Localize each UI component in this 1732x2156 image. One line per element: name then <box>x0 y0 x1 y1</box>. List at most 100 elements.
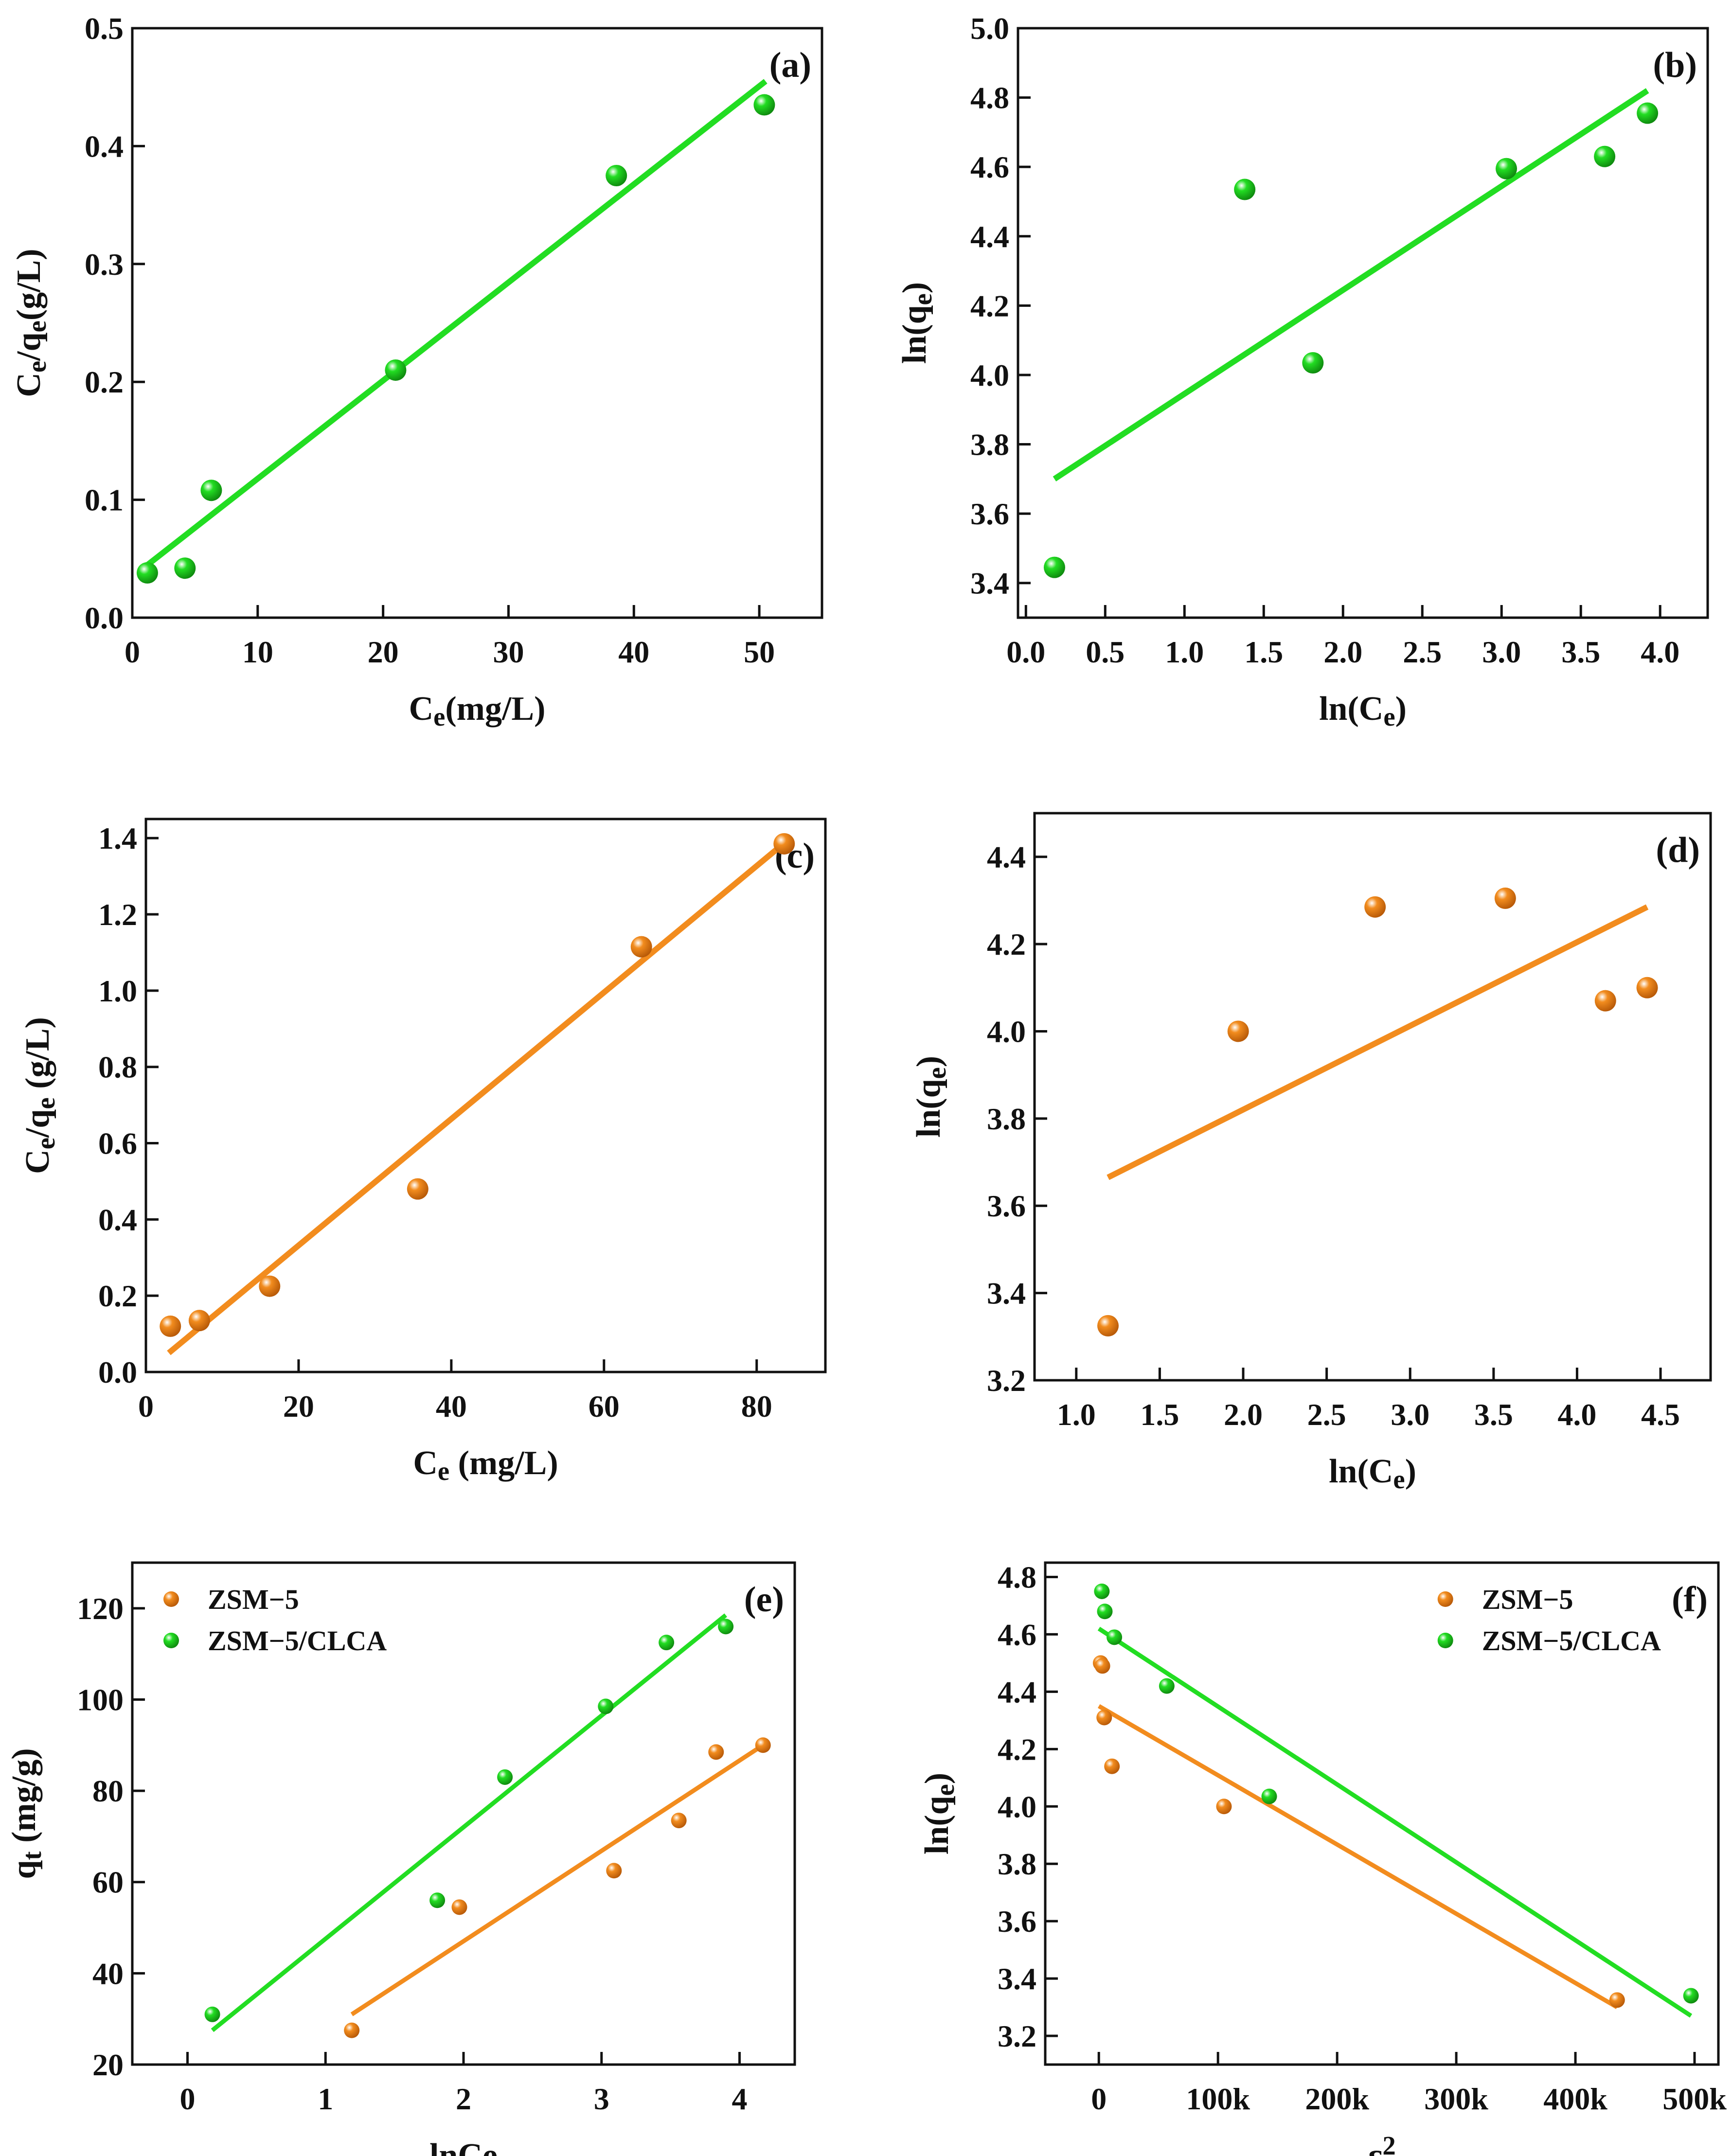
y-tick-label: 4.8 <box>998 1560 1036 1594</box>
data-point <box>385 359 407 381</box>
x-tick-label: 200k <box>1305 2082 1369 2116</box>
legend: ZSM−5 ZSM−5/CLCA <box>1437 1584 1661 1657</box>
y-tick-label: 4.6 <box>970 150 1009 184</box>
legend: ZSM−5 ZSM−5/CLCA <box>163 1584 387 1657</box>
x-tick-label: 0.5 <box>1086 635 1125 669</box>
panel-c: 0 20 40 60 80 0.0 0.2 0.4 0.6 0.8 1.0 1.2 1.4 Ce (mg/… <box>19 818 827 1486</box>
y-tick-label: 0.0 <box>98 1355 137 1390</box>
x-tick-label: 60 <box>589 1389 620 1424</box>
x-tick-label: 400k <box>1543 2082 1607 2116</box>
data-point <box>1043 556 1065 578</box>
data-point <box>188 1310 210 1332</box>
y-tick-label: 60 <box>92 1865 124 1900</box>
x-tick-label: 2.0 <box>1224 1397 1263 1432</box>
y-tick-label: 4.8 <box>970 81 1009 115</box>
x-axis-label: ln(Ce) <box>1329 1453 1416 1494</box>
data-point <box>1216 1799 1232 1815</box>
x-tick-label: 20 <box>283 1389 314 1424</box>
data-point <box>1096 1710 1112 1726</box>
y-tick-label: 4.0 <box>970 358 1009 392</box>
plot-frame <box>1017 27 1709 619</box>
y-tick-label: 4.0 <box>987 1014 1026 1049</box>
y-tick-label: 5.0 <box>970 11 1009 46</box>
data-point <box>1637 102 1659 124</box>
data-point <box>497 1769 513 1785</box>
series-1 <box>204 1613 734 2032</box>
legend-entry: ZSM−5/CLCA <box>208 1625 387 1657</box>
x-tick-label: 2 <box>456 2082 471 2116</box>
data-point <box>1094 1583 1110 1599</box>
x-axis-label: Ce (mg/L) <box>413 1444 558 1486</box>
y-tick-label: 0.3 <box>85 247 124 282</box>
legend-entry: ZSM−5 <box>208 1584 299 1615</box>
legend-marker <box>1437 1633 1453 1648</box>
x-tick-label: 3.0 <box>1482 635 1521 669</box>
panel-label: (e) <box>744 1580 784 1620</box>
data-point <box>1107 1629 1123 1645</box>
legend-entry: ZSM−5/CLCA <box>1482 1625 1661 1657</box>
fit-line <box>1097 1704 1619 2009</box>
y-tick-label: 4.2 <box>970 288 1009 323</box>
data-point <box>344 2022 360 2038</box>
data-point <box>1494 887 1516 909</box>
series-0 <box>344 1737 771 2038</box>
y-tick-label: 0.2 <box>85 365 124 399</box>
y-tick-label: 3.6 <box>970 497 1009 531</box>
y-tick-label: 4.4 <box>970 219 1009 254</box>
x-tick-label: 500k <box>1662 2082 1727 2116</box>
data-point <box>174 557 196 579</box>
data-point <box>1261 1788 1277 1804</box>
plot-frame <box>144 818 827 1373</box>
x-tick-label: 1.0 <box>1057 1397 1096 1432</box>
x-tick-label: 0 <box>1091 2082 1107 2116</box>
x-tick-label: 0 <box>180 2082 196 2116</box>
x-tick-label: 40 <box>436 1389 467 1424</box>
x-tick-label: 2.0 <box>1323 635 1362 669</box>
data-point <box>1683 1988 1699 2004</box>
legend-marker <box>163 1633 179 1648</box>
x-axis-label: Ce(mg/L) <box>409 690 546 731</box>
x-tick-label: 1 <box>318 2082 333 2116</box>
series-0 <box>1092 1655 1625 2009</box>
fit-line <box>1107 904 1649 1180</box>
y-tick-label: 0.5 <box>85 11 124 46</box>
data-point <box>1097 1315 1119 1336</box>
data-point <box>1227 1020 1249 1042</box>
x-tick-label: 0 <box>125 635 140 669</box>
x-tick-label: 4.5 <box>1641 1397 1680 1432</box>
data-point <box>708 1744 724 1760</box>
data-point <box>718 1619 734 1635</box>
y-tick-label: 1.2 <box>98 897 137 932</box>
y-axis-label: Ce/qe (g/L) <box>19 1017 60 1174</box>
x-tick-label: 30 <box>493 635 524 669</box>
y-axis-label: ln(qe) <box>896 282 937 364</box>
x-tick-label: 3.5 <box>1561 635 1600 669</box>
data-point <box>259 1275 281 1297</box>
y-tick-label: 1.4 <box>98 821 137 855</box>
x-tick-label: 3 <box>594 2082 609 2116</box>
data-point <box>1159 1678 1175 1694</box>
panel-label: (f) <box>1672 1580 1708 1620</box>
y-tick-label: 3.2 <box>998 2019 1036 2053</box>
legend-marker <box>163 1591 179 1607</box>
y-tick-label: 0.8 <box>98 1050 137 1085</box>
x-axis-label: ε2 <box>1368 2131 1395 2156</box>
panel-label: (d) <box>1656 830 1700 870</box>
series-0 <box>136 79 775 584</box>
data-point <box>671 1813 687 1829</box>
y-axis-label: ln(qe) <box>918 1773 960 1854</box>
x-tick-label: 1.0 <box>1165 635 1204 669</box>
series-0 <box>160 833 795 1355</box>
x-tick-label: 2.5 <box>1403 635 1442 669</box>
data-point <box>1234 178 1256 200</box>
y-tick-label: 4.2 <box>987 927 1026 962</box>
x-tick-label: 50 <box>744 635 775 669</box>
data-point <box>606 165 627 186</box>
y-tick-label: 120 <box>77 1591 124 1626</box>
y-axis-label: qt (mg/g) <box>5 1748 47 1879</box>
y-axis-label: Ce/qe(g/L) <box>10 249 52 397</box>
y-tick-label: 4.2 <box>998 1732 1036 1766</box>
data-point <box>1609 1992 1625 2008</box>
y-tick-label: 3.4 <box>970 566 1009 601</box>
y-tick-label: 3.6 <box>987 1189 1026 1223</box>
